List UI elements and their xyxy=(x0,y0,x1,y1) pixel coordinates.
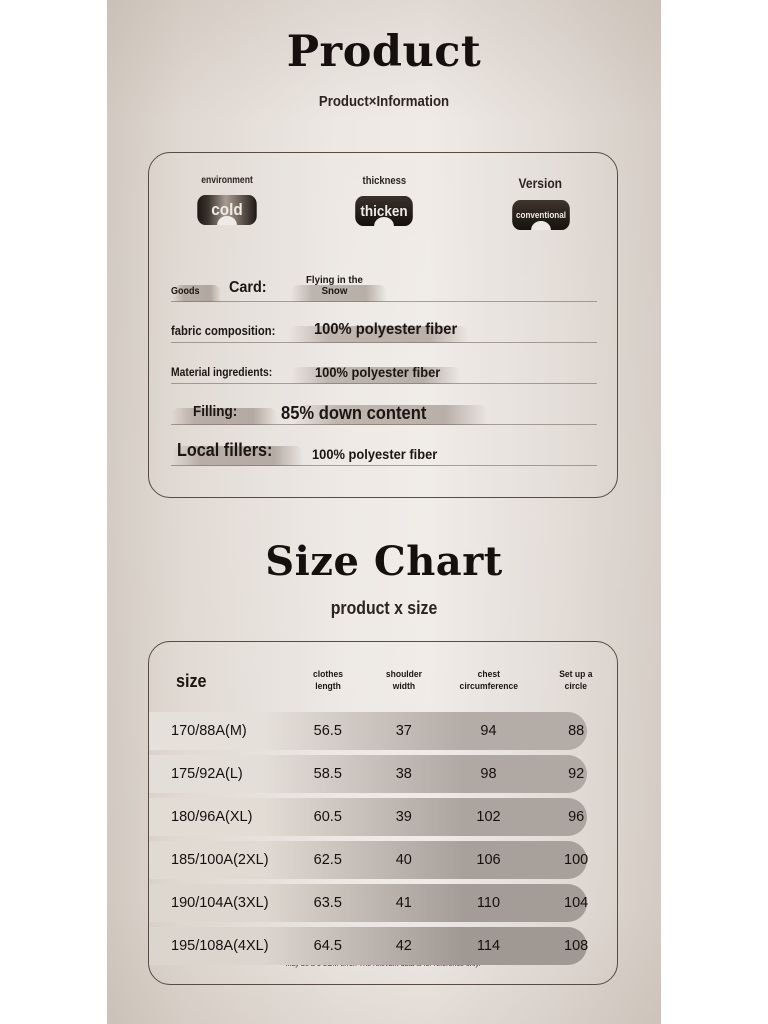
cell-measurement: 62.5 xyxy=(313,852,342,868)
cell-measurement: 114 xyxy=(476,938,501,954)
specification-list: Goods Card: Flying in the Snow fabric co… xyxy=(171,261,597,466)
spec-divider xyxy=(171,383,597,384)
spec-divider xyxy=(171,465,597,466)
row-pill-background xyxy=(149,755,587,793)
page-title-product: Product xyxy=(286,27,482,77)
spec-row-local-fillers: Local fillers: 100% polyester fiber xyxy=(171,425,597,466)
attribute-label-thickness: thickness xyxy=(362,175,406,187)
spec-value-local-fillers: 100% polyester fiber xyxy=(312,445,438,462)
cell-size-label: 185/100A(2XL) xyxy=(171,852,269,868)
table-row: 185/100A(2XL) 62.5 40 106 100 xyxy=(149,841,619,879)
spec-value-fabric-composition: 100% polyester fiber xyxy=(313,320,458,338)
cell-measurement: 64.5 xyxy=(313,938,342,954)
cell-measurement: 106 xyxy=(476,852,501,868)
attribute-value-cold: cold xyxy=(197,195,258,225)
cell-measurement: 63.5 xyxy=(313,895,342,911)
cell-measurement: 92 xyxy=(568,766,585,782)
attribute-value-conventional: conventional xyxy=(511,200,570,230)
attribute-value-thicken: thicken xyxy=(355,196,413,226)
spec-row-material-ingredients: Material ingredients: 100% polyester fib… xyxy=(171,343,597,384)
row-pill-background xyxy=(149,927,587,965)
cell-measurement: 96 xyxy=(568,809,585,825)
size-chart-table: size clothes length shoulder width chest ci… xyxy=(149,642,619,970)
row-pill-background xyxy=(149,884,587,922)
table-row: 190/104A(3XL) 63.5 41 110 104 xyxy=(149,884,619,922)
cell-size-label: 180/96A(XL) xyxy=(171,809,253,825)
size-table-header-row: size clothes length shoulder width chest ci… xyxy=(149,642,619,712)
cell-measurement: 102 xyxy=(476,809,501,825)
spec-row-fabric-composition: fabric composition: 100% polyester fiber xyxy=(171,302,597,343)
cell-measurement: 38 xyxy=(395,766,412,782)
cell-measurement: 42 xyxy=(395,938,412,954)
column-header-3: chest circumference xyxy=(459,669,518,692)
cell-measurement: 100 xyxy=(564,852,589,868)
column-header-1: clothes length xyxy=(312,669,343,692)
cell-measurement: 104 xyxy=(564,895,589,911)
column-header-4: Set up a circle xyxy=(559,669,593,692)
spec-divider xyxy=(171,301,597,302)
cell-size-label: 190/104A(3XL) xyxy=(171,895,269,911)
spec-value-filling: 85% down content xyxy=(281,403,427,424)
spec-label-filling: Filling: xyxy=(193,403,238,420)
cell-measurement: 39 xyxy=(395,809,412,825)
product-detail-page: Product Product×Information environment … xyxy=(107,0,661,1024)
cell-size-label: 195/108A(4XL) xyxy=(171,938,269,954)
attribute-badge-version: Version conventional xyxy=(481,175,601,230)
page-title-size-chart: Size Chart xyxy=(265,538,503,585)
cell-measurement: 56.5 xyxy=(313,723,342,739)
column-header-0: size xyxy=(175,670,207,691)
attribute-label-environment: environment xyxy=(201,175,254,186)
product-info-card: environment cold thickness thicken Versi… xyxy=(148,152,618,498)
table-row: 170/88A(M) 56.5 37 94 88 xyxy=(149,712,619,750)
spec-kicker-goods: Goods xyxy=(171,286,200,297)
spec-divider xyxy=(171,342,597,343)
cell-measurement: 41 xyxy=(395,895,412,911)
attribute-badge-row: environment cold thickness thicken Versi… xyxy=(149,175,619,230)
spec-row-goods-card: Goods Card: Flying in the Snow xyxy=(171,261,597,302)
attribute-badge-environment: environment cold xyxy=(167,175,287,225)
cell-measurement: 58.5 xyxy=(313,766,342,782)
column-header-2: shoulder width xyxy=(385,669,422,692)
cell-measurement: 94 xyxy=(480,723,497,739)
size-chart-card: size clothes length shoulder width chest ci… xyxy=(148,641,618,985)
cell-measurement: 40 xyxy=(395,852,412,868)
spec-divider xyxy=(171,424,597,425)
cell-measurement: 60.5 xyxy=(313,809,342,825)
cell-measurement: 98 xyxy=(480,766,497,782)
cell-measurement: 37 xyxy=(395,723,412,739)
table-row: 195/108A(4XL) 64.5 42 114 108 xyxy=(149,927,619,965)
table-row: 175/92A(L) 58.5 38 98 92 xyxy=(149,755,619,793)
spec-label-fabric-composition: fabric composition: xyxy=(171,324,276,338)
cell-measurement: 88 xyxy=(568,723,585,739)
cell-size-label: 175/92A(L) xyxy=(171,766,243,782)
cell-size-label: 170/88A(M) xyxy=(171,723,247,739)
attribute-badge-thickness: thickness thicken xyxy=(324,175,444,226)
row-pill-background xyxy=(149,841,587,879)
spec-value-card: Flying in the Snow xyxy=(306,274,364,298)
row-pill-background xyxy=(149,712,587,750)
attribute-label-version: Version xyxy=(518,175,563,191)
spec-label-local-fillers: Local fillers: xyxy=(177,440,273,460)
spec-label-card: Card: xyxy=(228,279,267,296)
table-row: 180/96A(XL) 60.5 39 102 96 xyxy=(149,798,619,836)
row-pill-background xyxy=(149,798,587,836)
cell-measurement: 110 xyxy=(476,895,501,911)
page-subtitle-size-chart: product x size xyxy=(330,598,438,618)
page-subtitle-product: Product×Information xyxy=(318,93,450,110)
cell-measurement: 108 xyxy=(564,938,589,954)
spec-value-material-ingredients: 100% polyester fiber xyxy=(315,363,441,380)
spec-label-material-ingredients: Material ingredients: xyxy=(171,367,273,379)
spec-row-filling: Filling: 85% down content xyxy=(171,384,597,425)
